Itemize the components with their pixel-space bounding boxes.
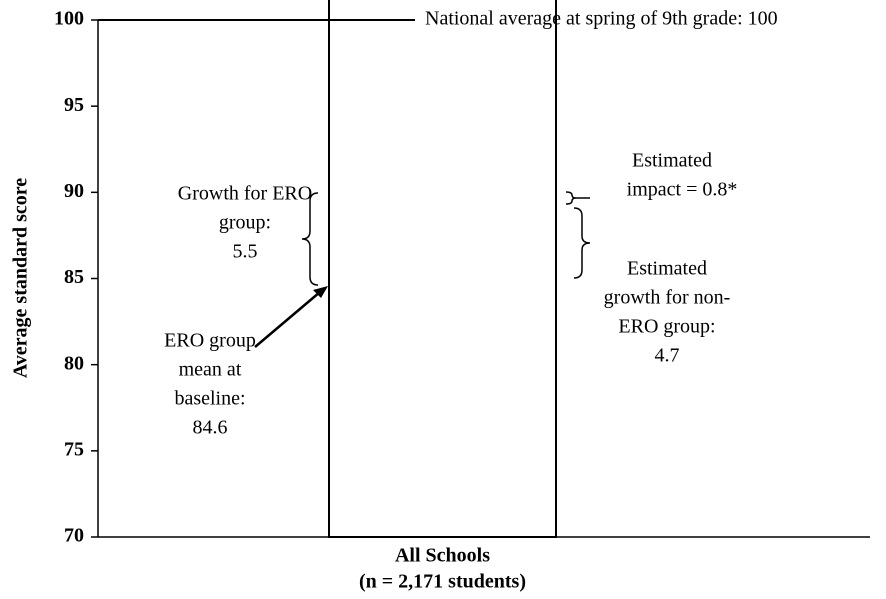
y-tick-label: 75 [64, 438, 84, 460]
reference-label: National average at spring of 9th grade:… [425, 8, 778, 30]
bar-segment [328, 0, 557, 538]
annotation: impact = 0.8* [627, 179, 738, 201]
y-tick-label: 80 [64, 352, 84, 374]
x-tick-sublabel: (n = 2,171 students) [359, 571, 526, 593]
annotation: ERO group [164, 330, 256, 352]
y-axis-label: Average standard score [10, 178, 32, 378]
annotation: Estimated [632, 150, 712, 172]
y-tick-label: 90 [64, 180, 84, 202]
brace [573, 207, 591, 279]
brace [301, 192, 319, 286]
arrow [254, 291, 321, 348]
y-tick-label: 70 [64, 525, 84, 547]
annotation: 5.5 [233, 241, 258, 263]
annotation: 84.6 [193, 417, 228, 439]
annotation: growth for non- [604, 287, 731, 309]
x-tick-label: All Schools [395, 545, 490, 567]
annotation: ERO group: [618, 316, 715, 338]
y-tick-label: 95 [64, 94, 84, 116]
y-tick-label: 100 [54, 8, 84, 30]
annotation: 4.7 [655, 345, 680, 367]
brace [565, 191, 577, 205]
annotation: Growth for ERO [178, 183, 312, 205]
annotation: Estimated [627, 258, 707, 280]
annotation: group: [219, 212, 271, 234]
y-tick-label: 85 [64, 266, 84, 288]
annotation: baseline: [174, 388, 245, 410]
arrow-head [313, 286, 328, 298]
annotation: mean at [179, 359, 242, 381]
